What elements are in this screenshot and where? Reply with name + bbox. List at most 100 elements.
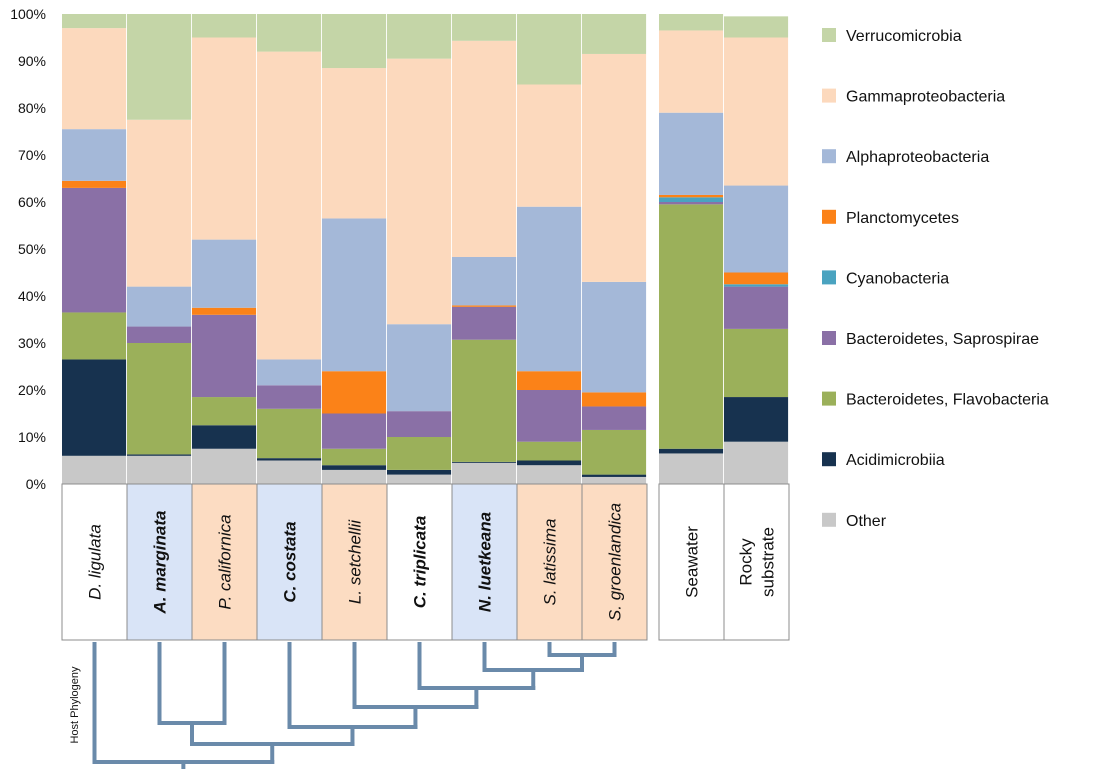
category-label: S. groenlandica (606, 503, 625, 621)
bar-segment-planctomycetes (192, 307, 257, 315)
bar-segment-bacteroidetes-flavobacteria (452, 339, 517, 462)
bar-segment-other (517, 465, 582, 484)
bar-segment-acidimicrobiia (724, 397, 789, 442)
bar-segment-gammaproteobacteria (62, 28, 127, 130)
bar-segment-acidimicrobiia (517, 460, 582, 466)
bar-segment-bacteroidetes-saprospirae (322, 413, 387, 449)
bar-separator (256, 14, 257, 484)
bar-segment-alphaproteobacteria (582, 281, 647, 393)
bar-segment-gammaproteobacteria (322, 68, 387, 219)
bar-segment-bacteroidetes-flavobacteria (322, 448, 387, 466)
category-label: Seawater (683, 526, 702, 598)
bar-segment-other (452, 462, 517, 484)
bar-segment-cyanobacteria (724, 284, 789, 287)
bar-segment-planctomycetes (659, 194, 724, 198)
bar-segment-planctomycetes (724, 272, 789, 285)
legend-label-bacteroidetes-flavobacteria: Bacteroidetes, Flavobacteria (846, 392, 1049, 409)
legend-label-planctomycetes: Planctomycetes (846, 210, 959, 227)
bar-segment-verrucomicrobia (62, 14, 127, 29)
bar-segment-planctomycetes (517, 371, 582, 390)
bar-segment-planctomycetes (322, 371, 387, 414)
bar-segment-acidimicrobiia (582, 474, 647, 477)
bar-segment-bacteroidetes-saprospirae (257, 385, 322, 409)
bar-segment-gammaproteobacteria (659, 30, 724, 113)
bar-segment-acidimicrobiia (257, 458, 322, 461)
bar-segment-gammaproteobacteria (192, 37, 257, 240)
legend-swatch-bacteroidetes-flavobacteria (822, 391, 836, 406)
y-tick-label: 0% (26, 476, 46, 492)
bar-segment-other (127, 455, 192, 484)
category-label-box (126, 483, 193, 641)
category-label: A. marginata (151, 511, 170, 615)
category-label-box (61, 483, 128, 641)
category-label-box (581, 483, 648, 641)
bar-segment-acidimicrobiia (452, 461, 517, 463)
bar-segment-verrucomicrobia (582, 14, 647, 54)
bar-segment-verrucomicrobia (452, 14, 517, 41)
y-tick-label: 60% (18, 194, 46, 210)
legend-label-acidimicrobiia: Acidimicrobiia (846, 452, 945, 469)
bar-segment-other (659, 453, 724, 484)
legend-label-alphaproteobacteria: Alphaproteobacteria (846, 149, 989, 166)
y-tick-label: 70% (18, 147, 46, 163)
bar-separator (581, 14, 582, 484)
bar-separator (451, 14, 452, 484)
bar-segment-acidimicrobiia (387, 469, 452, 475)
category-label-box (516, 483, 583, 641)
y-tick-label: 80% (18, 100, 46, 116)
bar-segment-verrucomicrobia (127, 14, 192, 120)
bar-segment-alphaproteobacteria (62, 129, 127, 181)
y-tick-label: 50% (18, 241, 46, 257)
bar-segment-bacteroidetes-flavobacteria (582, 429, 647, 475)
bar-segment-bacteroidetes-flavobacteria (192, 397, 257, 426)
bar-segment-bacteroidetes-saprospirae (724, 286, 789, 329)
bar-segment-bacteroidetes-saprospirae (387, 411, 452, 437)
bar-separator (646, 14, 647, 484)
bar-segment-acidimicrobiia (192, 425, 257, 449)
bar-segment-bacteroidetes-flavobacteria (724, 328, 789, 398)
bar-segment-gammaproteobacteria (582, 53, 647, 282)
legend-swatch-planctomycetes (822, 209, 836, 224)
bar-separator (321, 14, 322, 484)
y-tick-label: 100% (10, 6, 46, 22)
bar-segment-verrucomicrobia (322, 14, 387, 69)
bar-segment-alphaproteobacteria (517, 206, 582, 372)
legend-label-bacteroidetes-saprospirae: Bacteroidetes, Saprospirae (846, 331, 1039, 348)
legend-label-other: Other (846, 513, 887, 530)
bar-segment-verrucomicrobia (257, 14, 322, 52)
bar-segment-verrucomicrobia (659, 14, 724, 31)
y-tick-label: 90% (18, 53, 46, 69)
bar-segment-planctomycetes (582, 392, 647, 407)
category-label: S. latissima (541, 519, 560, 606)
bar-segment-alphaproteobacteria (452, 256, 517, 306)
bar-segment-other (192, 448, 257, 484)
bar-separator (788, 14, 789, 484)
bar-separator (516, 14, 517, 484)
bar-segment-acidimicrobiia (127, 454, 192, 456)
category-label: C. costata (281, 521, 300, 602)
bar-segment-alphaproteobacteria (192, 239, 257, 308)
bar-segment-gammaproteobacteria (517, 84, 582, 207)
bar-segment-gammaproteobacteria (452, 40, 517, 257)
bar-segment-bacteroidetes-saprospirae (62, 187, 127, 313)
legend-swatch-cyanobacteria (822, 270, 836, 285)
legend-label-gammaproteobacteria: Gammaproteobacteria (846, 89, 1005, 106)
legend-swatch-alphaproteobacteria (822, 149, 836, 164)
bar-segment-gammaproteobacteria (257, 51, 322, 360)
bar-segment-other (582, 476, 647, 484)
category-label: Rocky (737, 538, 756, 586)
bar-segment-alphaproteobacteria (322, 218, 387, 372)
bar-segment-verrucomicrobia (192, 14, 257, 38)
bar-segment-verrucomicrobia (724, 16, 789, 38)
bar-segment-alphaproteobacteria (127, 286, 192, 327)
category-label-box (386, 483, 453, 641)
bar-separator (191, 14, 192, 484)
bar-segment-acidimicrobiia (322, 465, 387, 470)
legend-swatch-gammaproteobacteria (822, 88, 836, 103)
bar-segment-bacteroidetes-saprospirae (127, 326, 192, 343)
bar-segment-bacteroidetes-saprospirae (452, 306, 517, 340)
bar-segment-other (387, 474, 452, 484)
bar-segment-gammaproteobacteria (387, 58, 452, 325)
bar-segment-acidimicrobiia (659, 448, 724, 454)
